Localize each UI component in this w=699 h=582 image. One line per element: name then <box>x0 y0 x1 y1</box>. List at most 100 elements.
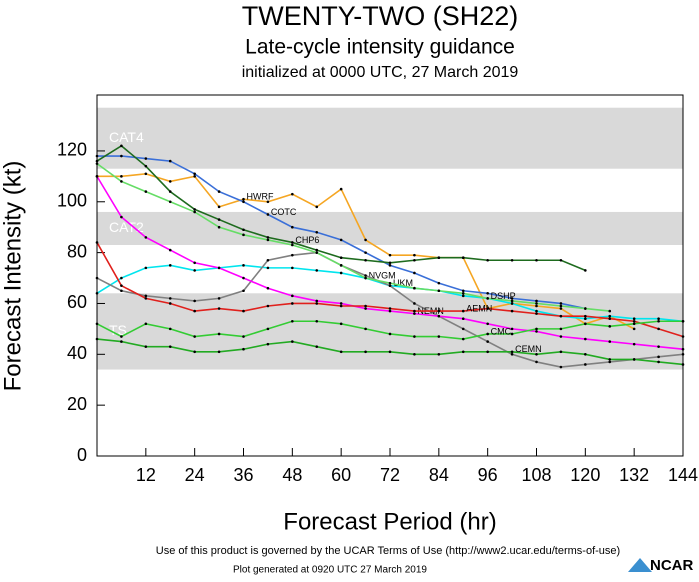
series-point <box>535 258 538 262</box>
series-point <box>168 180 172 183</box>
series-point <box>413 302 416 305</box>
series-point <box>144 236 148 239</box>
series-point <box>364 276 367 280</box>
series-point <box>437 289 441 293</box>
series-point <box>217 225 221 229</box>
series-point <box>388 261 392 265</box>
footer: Use of this product is governed by the U… <box>156 545 620 557</box>
series-point <box>291 192 294 196</box>
series-point <box>217 266 221 270</box>
series-point <box>461 350 465 354</box>
series-point <box>193 309 196 313</box>
series-point <box>535 304 538 308</box>
series-point <box>657 317 660 321</box>
x-tick-label: 144 <box>668 465 698 485</box>
series-point <box>315 248 319 252</box>
series-point <box>315 345 319 348</box>
series-point <box>217 307 221 310</box>
series-point <box>632 319 636 323</box>
series-point <box>632 317 636 321</box>
series-point <box>510 302 514 305</box>
series-point <box>339 304 343 308</box>
series-point <box>315 302 319 305</box>
series-point <box>657 327 660 331</box>
series-point <box>120 276 123 280</box>
series-point <box>608 358 612 361</box>
series-point <box>168 297 172 300</box>
series-point <box>535 330 538 333</box>
series-point <box>144 266 148 270</box>
series-point <box>437 335 441 338</box>
x-tick-label: 132 <box>619 465 649 485</box>
series-point <box>315 230 319 234</box>
series-point <box>413 258 416 262</box>
series-point <box>486 307 489 310</box>
band <box>97 211 683 245</box>
series-point <box>168 302 172 305</box>
x-tick-label: 24 <box>185 465 205 485</box>
series-point <box>584 269 587 272</box>
series-point <box>486 297 489 300</box>
series-point <box>144 322 148 326</box>
series-point <box>388 253 392 257</box>
y-tick-label: 60 <box>67 292 87 312</box>
series-point <box>193 299 196 303</box>
series-point <box>242 309 245 313</box>
series-label: NVGM <box>369 270 396 280</box>
series-point <box>461 294 465 298</box>
series-point <box>266 238 270 242</box>
series-point <box>461 291 465 295</box>
series-point <box>608 340 612 343</box>
x-tick-label: 12 <box>136 465 156 485</box>
series-point <box>120 335 123 338</box>
series-point <box>193 208 196 211</box>
x-tick-label: 36 <box>233 465 253 485</box>
series-point <box>339 350 343 354</box>
x-tick-label: 60 <box>331 465 351 485</box>
series-point <box>242 347 245 351</box>
y-tick-label: 40 <box>67 343 87 363</box>
series-point <box>413 353 416 356</box>
series-point <box>168 159 172 163</box>
x-tick-label: 120 <box>570 465 600 485</box>
generated: Plot generated at 0920 UTC 27 March 2019 <box>233 565 427 576</box>
series-point <box>510 258 514 262</box>
series-point <box>486 322 489 326</box>
series-point <box>217 332 221 336</box>
series-point <box>193 175 196 178</box>
band <box>97 107 683 169</box>
chart-subtitle: Late-cycle intensity guidance <box>245 36 515 59</box>
y-tick-label: 20 <box>67 394 87 414</box>
x-axis-label: Forecast Period (hr) <box>283 508 496 535</box>
series-point <box>217 297 221 300</box>
series-point <box>144 164 148 168</box>
series-point <box>315 299 319 303</box>
series-point <box>657 319 660 323</box>
series-point <box>193 172 196 176</box>
series-point <box>364 274 367 277</box>
series-point <box>584 353 587 356</box>
series-point <box>510 297 514 300</box>
series-point <box>584 307 587 310</box>
series-point <box>144 297 148 300</box>
series-point <box>168 264 172 267</box>
series-point <box>315 269 319 272</box>
y-tick-label: 120 <box>57 140 87 160</box>
series-point <box>559 307 563 310</box>
series-point <box>364 258 367 262</box>
series-point <box>388 307 392 310</box>
series-point <box>486 291 489 295</box>
series-point <box>413 286 416 290</box>
series-label: CEMN <box>515 344 542 354</box>
series-point <box>144 345 148 348</box>
series-point <box>461 327 465 331</box>
band-label: CAT3 <box>109 181 144 197</box>
series-point <box>461 289 465 293</box>
series-point <box>413 271 416 275</box>
series-point <box>339 271 343 275</box>
series-point <box>510 299 514 303</box>
logo: NCAR <box>628 557 693 574</box>
series-point <box>388 284 392 287</box>
band-label: TS <box>109 322 127 338</box>
